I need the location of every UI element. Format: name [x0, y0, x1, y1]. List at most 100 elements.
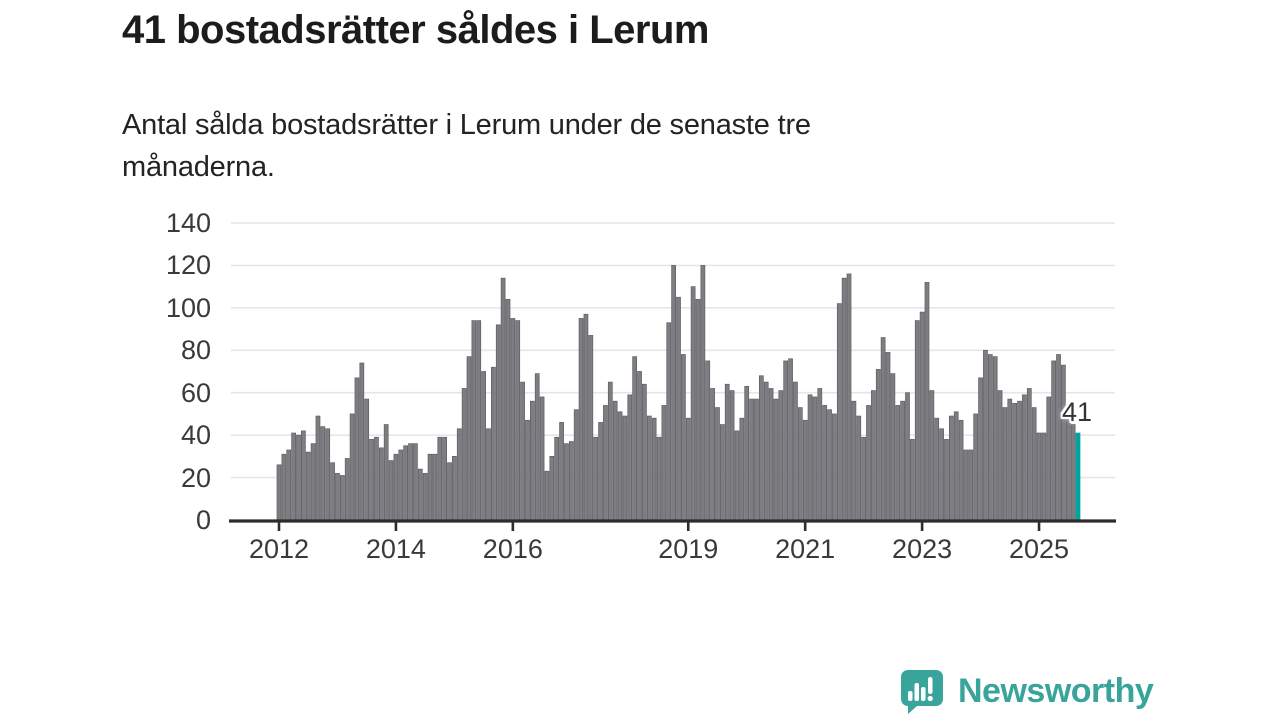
bar — [953, 411, 959, 521]
bar — [461, 388, 467, 521]
bar — [456, 428, 462, 521]
bar — [1070, 424, 1076, 521]
bar — [588, 335, 594, 521]
bar — [744, 386, 750, 521]
bar — [301, 430, 306, 521]
bar — [963, 449, 969, 521]
bar — [700, 265, 706, 521]
bar — [690, 286, 696, 521]
y-axis-tick-label: 80 — [180, 335, 211, 366]
bar — [578, 318, 584, 521]
bar — [1041, 432, 1047, 521]
bar — [758, 375, 764, 521]
bar — [276, 464, 282, 521]
bar — [296, 434, 301, 521]
bar — [885, 352, 891, 521]
bar — [880, 337, 886, 521]
bar — [710, 388, 715, 521]
bar — [369, 439, 374, 521]
bar — [749, 398, 754, 521]
last-value-annotation: 41 — [1062, 397, 1093, 428]
bar — [529, 400, 535, 521]
bar — [929, 390, 935, 521]
x-axis-tick-label: 2025 — [1008, 534, 1070, 564]
highlighted-bar — [1075, 432, 1081, 521]
bar — [812, 396, 818, 521]
bar — [856, 415, 862, 521]
bar — [544, 470, 550, 521]
bar — [773, 398, 779, 521]
bar — [793, 381, 798, 521]
bar — [413, 443, 418, 521]
bar — [500, 277, 506, 521]
bar — [642, 383, 647, 521]
bar — [607, 381, 613, 521]
bar — [846, 273, 852, 521]
bar — [549, 456, 555, 521]
bar — [486, 428, 491, 521]
bar — [1026, 388, 1032, 521]
bar — [491, 366, 496, 521]
bar — [1022, 394, 1027, 521]
bar — [934, 417, 940, 521]
bar — [437, 436, 443, 521]
bar — [1002, 407, 1008, 521]
bar — [788, 358, 793, 521]
logo-bar-3 — [921, 687, 926, 701]
bar — [603, 405, 608, 521]
bar — [724, 383, 730, 521]
logo-bar-2 — [914, 683, 919, 701]
bar — [992, 356, 998, 521]
x-axis-tick-label: 2012 — [248, 534, 310, 564]
bar — [768, 388, 774, 521]
bar — [471, 320, 477, 521]
bar — [330, 462, 335, 521]
bar — [442, 436, 447, 521]
bar — [1051, 360, 1056, 521]
bar — [286, 449, 292, 521]
bar — [466, 356, 472, 521]
bar — [320, 426, 326, 521]
y-axis-tick-label: 120 — [165, 250, 211, 281]
bar — [1031, 407, 1037, 521]
bar — [939, 428, 944, 521]
bar — [851, 400, 857, 521]
logo-bar-1 — [908, 691, 913, 701]
bar — [705, 360, 711, 521]
bar — [481, 371, 486, 521]
bar — [383, 424, 389, 521]
y-axis-tick-label: 100 — [165, 292, 211, 323]
bar — [583, 313, 589, 521]
newsworthy-logo-icon — [901, 670, 943, 714]
bar — [754, 398, 759, 521]
bar — [281, 453, 287, 521]
bar — [1007, 398, 1013, 521]
x-axis-tick-label: 2023 — [892, 534, 953, 564]
y-axis-tick-label: 140 — [165, 208, 211, 238]
y-axis-tick-label: 60 — [180, 377, 211, 408]
bar — [378, 447, 384, 521]
bar — [427, 453, 433, 521]
bar — [739, 417, 745, 521]
bar — [661, 405, 667, 521]
bar — [841, 277, 847, 521]
bar — [335, 472, 340, 521]
bar — [997, 390, 1003, 521]
bar — [476, 320, 482, 521]
bar — [1065, 413, 1071, 521]
bar — [866, 405, 871, 521]
bar — [612, 400, 618, 521]
bar — [520, 381, 525, 521]
bar — [817, 388, 823, 521]
bar — [417, 468, 423, 521]
bar — [598, 422, 603, 521]
bar — [632, 356, 638, 521]
bar — [720, 424, 725, 521]
bar — [1036, 432, 1042, 521]
bar — [734, 430, 740, 521]
bar — [510, 318, 516, 521]
bar — [905, 392, 910, 521]
y-axis-tick-label: 20 — [180, 462, 211, 493]
